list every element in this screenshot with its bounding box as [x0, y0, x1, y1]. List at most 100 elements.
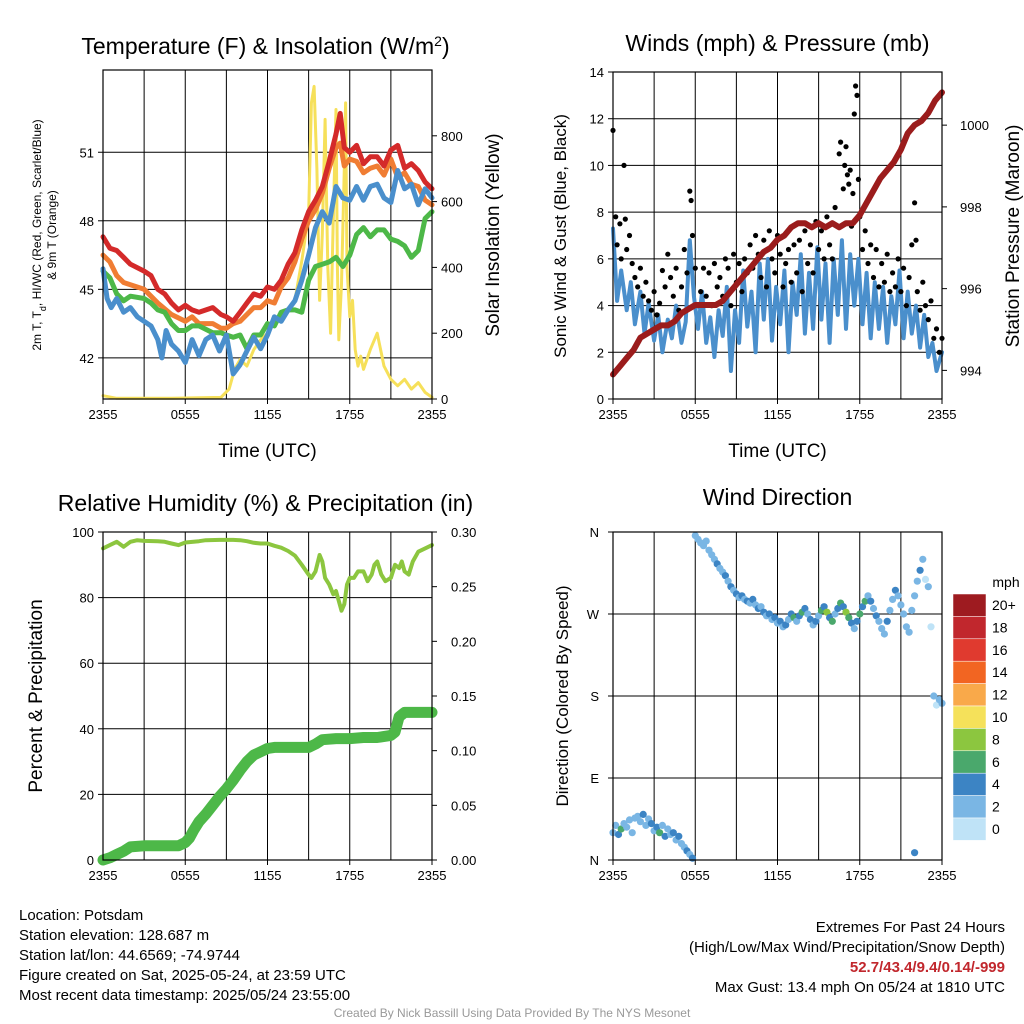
wdir-legend-title: mph — [992, 574, 1019, 590]
wind-gust-point — [821, 256, 827, 262]
rh-y2tick-label: 0.15 — [451, 689, 476, 704]
wdir-point — [749, 595, 757, 604]
wdir-legend-swatch — [952, 772, 987, 796]
wdir-legend-swatch — [952, 616, 987, 640]
wdir-point — [636, 818, 645, 826]
wdir-legend-label: 4 — [992, 776, 1000, 792]
rh-title: Relative Humidity (%) & Precipitation (i… — [58, 490, 473, 516]
wind-gust-point — [659, 267, 666, 274]
wdir-chart-xtick-label: 2355 — [928, 868, 957, 883]
wdir-point — [702, 537, 710, 545]
wind-gust-point — [836, 151, 842, 157]
wind-gust-point — [909, 242, 915, 248]
wind-gust-point — [846, 181, 852, 187]
wind-gust-point — [914, 289, 920, 295]
wind-gust-point — [799, 289, 805, 295]
wind-gust-point — [906, 274, 912, 281]
wind-gust-point — [706, 270, 712, 276]
wdir-point — [688, 854, 697, 862]
wdir-ytick-label: S — [590, 689, 599, 704]
wind-gust-point — [728, 303, 734, 309]
temp-chart-xtick-label: 1755 — [335, 407, 364, 422]
wdir-point — [617, 825, 625, 833]
temp-ylabel-line2: & 9m T (Orange) — [45, 190, 59, 280]
wind-gust-point — [936, 349, 942, 355]
credit-text: Created By Nick Bassill Using Data Provi… — [333, 1006, 691, 1020]
wind-ytick-label: 6 — [597, 252, 604, 267]
rh-chart-xtick-label: 1155 — [254, 868, 282, 883]
wdir-ytick-label: W — [587, 607, 600, 622]
wdir-ytick-label: N — [590, 853, 599, 868]
wdir-point — [721, 572, 730, 580]
rh-y2tick-label: 0.25 — [451, 580, 476, 595]
wdir-point — [900, 610, 908, 618]
station-info: Location: Potsdam Station elevation: 128… — [19, 906, 350, 1006]
wind-gust-point — [624, 246, 630, 253]
wind-gust-point — [763, 284, 770, 290]
wind-gust-point — [637, 265, 644, 271]
extremes-title: Extremes For Past 24 Hours — [815, 919, 1005, 936]
wind-gust-point — [662, 284, 668, 290]
wind-gust-point — [681, 246, 687, 253]
wind-y2tick-label: 1000 — [960, 118, 989, 133]
wind-gust-point — [613, 214, 619, 220]
temp-chart-xtick-label: 0555 — [171, 407, 200, 422]
wind-gust-point — [851, 111, 857, 117]
wind-gust-point — [648, 307, 655, 313]
wind-gust-point — [824, 214, 830, 220]
wind-gust-point — [742, 256, 748, 262]
wdir-point — [902, 623, 911, 631]
wdir-point — [839, 603, 847, 611]
rh-chart-xtick-label: 2355 — [418, 868, 447, 883]
wind-chart-xtick-label: 2355 — [928, 407, 957, 422]
rh-y2tick-label: 0.05 — [451, 798, 476, 813]
wdir-point — [867, 597, 875, 605]
wind-gust-point — [670, 293, 676, 299]
temp-chart-xtick-label: 1155 — [254, 407, 282, 422]
wdir-legend-swatch — [952, 728, 987, 752]
wind-gust-point — [640, 293, 646, 299]
temp-title: Temperature (F) & Insolation (W/m2) — [81, 33, 449, 59]
wind-gust-point — [844, 172, 851, 178]
rh-ytick-label: 20 — [80, 787, 94, 802]
wind-gust-point — [873, 246, 879, 253]
wdir-title: Wind Direction — [703, 484, 853, 510]
rh-ytick-label: 40 — [80, 722, 94, 737]
wind-chart-axes: 2355 0555 1155 1755 235502468101214994996998… — [551, 30, 1024, 462]
wind-gust-point — [622, 216, 628, 222]
rh-series-rh — [101, 537, 434, 613]
wind-gust-point — [881, 279, 888, 285]
wind-gust-point — [890, 270, 896, 276]
wdir-point — [850, 625, 858, 633]
wdir-point — [842, 608, 850, 616]
wdir-chart-xtick-label: 1755 — [845, 868, 874, 883]
wdir-chart-xtick-label: 2355 — [599, 868, 628, 883]
wind-gust-point — [903, 303, 910, 309]
wind-gust-point — [892, 284, 899, 290]
rh-frame — [102, 531, 433, 861]
wind-gust-point — [802, 228, 808, 234]
wind-gust-point — [643, 279, 649, 285]
wind-gust-point — [862, 228, 868, 234]
temp-y2tick-label: 600 — [441, 195, 463, 210]
temp-frame — [102, 69, 433, 400]
wdir-point — [765, 610, 773, 618]
wind-gust-point — [618, 256, 624, 262]
wind-ytick-label: 14 — [590, 65, 604, 80]
wind-gust-point — [688, 197, 694, 204]
wind-chart-xtick-label: 2355 — [599, 407, 628, 422]
wind-gust-point — [931, 335, 937, 341]
wind-gust-point — [617, 221, 623, 227]
location-text: Location: Potsdam — [19, 907, 144, 924]
wind-gust-point — [684, 270, 690, 276]
temp-ylabel-rest: , HI/WC (Red, Green, Scarlet/Blue) — [30, 119, 44, 306]
temp-y2tick-label: 400 — [441, 260, 463, 275]
wdir-legend-swatch — [952, 638, 987, 662]
wind-gust-point — [901, 265, 907, 271]
wdir-legend-label: 2 — [992, 799, 1000, 815]
wind-gust-point — [758, 274, 764, 281]
wdir-point — [930, 692, 938, 700]
wind-gust-point — [925, 317, 931, 323]
wind-gust-point — [842, 162, 848, 168]
wind-gust-point — [698, 289, 704, 295]
